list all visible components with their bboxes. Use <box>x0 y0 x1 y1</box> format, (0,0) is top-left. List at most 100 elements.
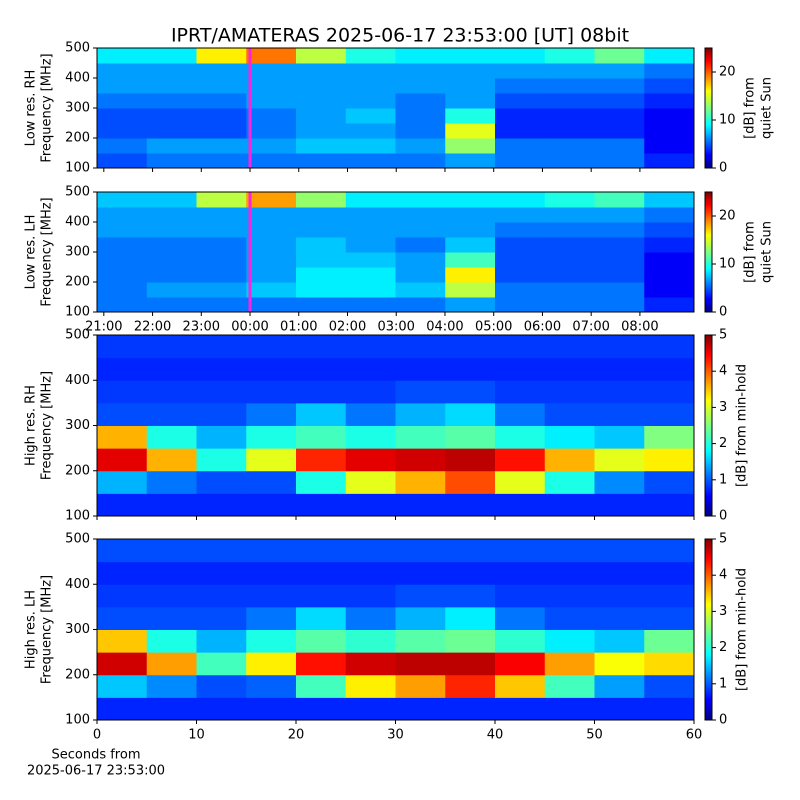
heatmap-cell <box>445 470 496 494</box>
heatmap-cell <box>146 267 197 283</box>
heatmap-cell <box>296 222 347 238</box>
x-tick-label: 20 <box>288 728 305 743</box>
heatmap-cell <box>395 606 446 630</box>
heatmap-cell <box>345 252 396 268</box>
heatmap-cell <box>146 93 197 109</box>
heatmap-cell <box>196 237 247 253</box>
heatmap-cell <box>196 584 247 608</box>
heatmap-cell <box>395 237 446 253</box>
y-axis-label: Low res. LH <box>24 215 39 290</box>
heatmap-cell <box>644 335 695 359</box>
heatmap-cell <box>495 252 546 268</box>
heatmap-cell <box>644 561 695 585</box>
heatmap-cell <box>395 402 446 426</box>
colorbar-tick-label: 10 <box>719 257 736 272</box>
heatmap-cell <box>445 380 496 404</box>
heatmap-cell <box>644 425 695 449</box>
heatmap-cell <box>196 282 247 298</box>
heatmap-cell <box>196 222 247 238</box>
heatmap-cell <box>196 425 247 449</box>
heatmap-cell <box>196 252 247 268</box>
y-tick-label: 300 <box>65 418 90 433</box>
heatmap-cell <box>146 123 197 139</box>
heatmap-cell <box>445 425 496 449</box>
heatmap-cell <box>445 222 496 238</box>
heatmap-cell <box>544 138 595 154</box>
heatmap-cell <box>495 267 546 283</box>
y-tick-label: 500 <box>65 328 90 343</box>
heatmap-cell <box>196 207 247 223</box>
heatmap-cell <box>196 192 247 208</box>
x-tick-label: 21:00 <box>85 320 122 335</box>
colorbar <box>704 538 713 721</box>
heatmap-cell <box>445 78 496 94</box>
heatmap-cell <box>296 267 347 283</box>
y-axis-label: Frequency [MHz] <box>40 53 55 162</box>
heatmap-cell <box>196 380 247 404</box>
heatmap-cell <box>97 297 148 313</box>
heatmap-cell <box>594 493 645 517</box>
heatmap-cell <box>594 153 645 169</box>
heatmap-cell <box>594 252 645 268</box>
heatmap-cell <box>196 108 247 124</box>
heatmap-cell <box>495 402 546 426</box>
heatmap-cell <box>445 335 496 359</box>
heatmap-cell <box>97 448 148 472</box>
heatmap-cell <box>196 357 247 381</box>
heatmap-cell <box>345 153 396 169</box>
heatmap-cell <box>445 561 496 585</box>
heatmap-cell <box>97 63 148 79</box>
colorbar-tick-label: 2 <box>719 640 727 655</box>
heatmap-cell <box>644 697 695 721</box>
y-axis-label: Frequency [MHz] <box>40 575 55 684</box>
colorbar-tick-label: 10 <box>719 113 736 128</box>
heatmap-cell <box>246 78 297 94</box>
colorbar-tick-label: 0 <box>719 161 727 176</box>
heatmap-cell <box>395 222 446 238</box>
heatmap-cell <box>246 357 297 381</box>
heatmap-cell <box>146 48 197 64</box>
heatmap-cell <box>395 207 446 223</box>
heatmap-cell <box>395 192 446 208</box>
heatmap-cell <box>246 470 297 494</box>
heatmap-cell <box>97 629 148 653</box>
heatmap-cell <box>495 697 546 721</box>
colorbar-label: [dB] from min-hold <box>735 568 750 691</box>
heatmap-cell <box>97 561 148 585</box>
heatmap-cell <box>644 539 695 563</box>
heatmap-cell <box>296 380 347 404</box>
heatmap-cell <box>445 697 496 721</box>
heatmap-cell <box>495 561 546 585</box>
y-tick-label: 100 <box>65 509 90 524</box>
heatmap-cell <box>644 448 695 472</box>
heatmap-cell <box>97 48 148 64</box>
y-tick-label: 400 <box>65 215 90 230</box>
heatmap-cell <box>395 561 446 585</box>
heatmap-cell <box>246 335 297 359</box>
heatmap-cell <box>445 192 496 208</box>
heatmap-cell <box>296 282 347 298</box>
heatmap-cell <box>644 267 695 283</box>
x-axis-label: 2025-06-17 23:53:00 <box>27 764 165 779</box>
heatmap-cell <box>395 93 446 109</box>
heatmap-cell <box>644 78 695 94</box>
heatmap-cell <box>97 93 148 109</box>
heatmap-cell <box>296 297 347 313</box>
y-tick-label: 300 <box>65 622 90 637</box>
colorbar-tick-label: 4 <box>719 364 727 379</box>
heatmap-cell <box>395 282 446 298</box>
heatmap-cell <box>196 448 247 472</box>
heatmap-cell <box>544 207 595 223</box>
heatmap-cell <box>296 335 347 359</box>
heatmap-cell <box>644 222 695 238</box>
heatmap-cell <box>445 448 496 472</box>
heatmap-cell <box>644 48 695 64</box>
heatmap-cell <box>445 108 496 124</box>
heatmap-cell <box>345 697 396 721</box>
heatmap-cell <box>644 93 695 109</box>
colorbar-tick-label: 3 <box>719 400 727 415</box>
heatmap-cell <box>345 138 396 154</box>
heatmap-cell <box>345 539 396 563</box>
x-tick-label: 60 <box>686 728 703 743</box>
heatmap-cell <box>594 697 645 721</box>
